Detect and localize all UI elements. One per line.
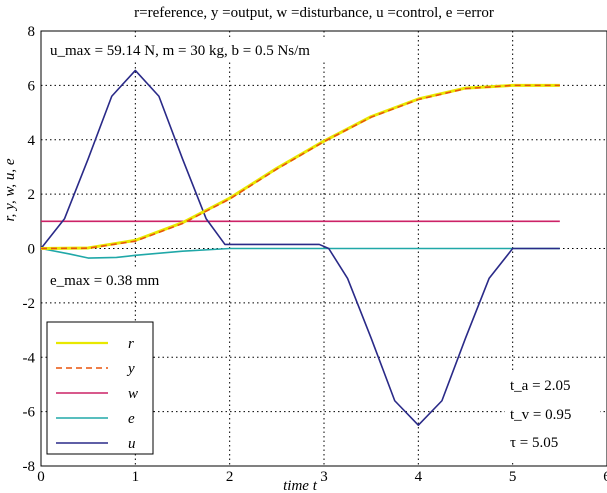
x-tick-label: 5 — [509, 469, 517, 485]
x-tick-label: 2 — [226, 469, 234, 485]
x-tick-label: 0 — [37, 469, 45, 485]
annotation-error-bg — [46, 268, 176, 290]
y-ticks: 8 6 4 2 0 -2 -4 -6 -8 — [23, 24, 36, 475]
chart-title: r=reference, y =output, w =disturbance, … — [134, 5, 494, 21]
annotation-params-bg — [505, 372, 600, 460]
series-line-e — [40, 247, 560, 259]
annotation-top: u_max = 59.14 N, m = 30 kg, b = 0.5 Ns/m — [50, 43, 310, 59]
x-tick-label: 1 — [132, 469, 140, 485]
series-line-y — [40, 84, 560, 250]
y-tick-label: 2 — [28, 187, 36, 203]
legend-label-y: y — [126, 361, 135, 377]
series-layer — [40, 69, 560, 427]
y-tick-label: 4 — [28, 133, 36, 149]
x-tick-label: 4 — [415, 469, 423, 485]
y-tick-label: -6 — [23, 405, 36, 421]
x-axis-label: time t — [283, 478, 318, 493]
legend-label-u: u — [128, 436, 136, 452]
series-line-u — [40, 69, 560, 427]
legend-label-w: w — [128, 386, 138, 402]
annotation-error-max: e_max = 0.38 mm — [50, 273, 160, 289]
annotation-tau: τ = 5.05 — [510, 435, 558, 451]
annotation-ta: t_a = 2.05 — [510, 378, 571, 394]
y-tick-label: 8 — [28, 24, 36, 40]
x-tick-label: 3 — [320, 469, 328, 485]
annotation-tv: t_v = 0.95 — [510, 407, 571, 423]
y-tick-label: 0 — [28, 242, 36, 258]
y-axis-label: r, y, w, u, e — [2, 158, 18, 221]
legend-label-e: e — [128, 411, 135, 427]
x-tick-label: 6 — [603, 469, 607, 485]
y-tick-label: -8 — [23, 459, 36, 475]
y-tick-label: -2 — [23, 296, 36, 312]
y-tick-label: -4 — [23, 350, 36, 366]
x-ticks: 0 1 2 3 4 5 6 — [37, 469, 607, 485]
legend-label-r: r — [128, 336, 134, 352]
y-tick-label: 6 — [28, 78, 36, 94]
annotation-top-bg — [46, 38, 376, 60]
